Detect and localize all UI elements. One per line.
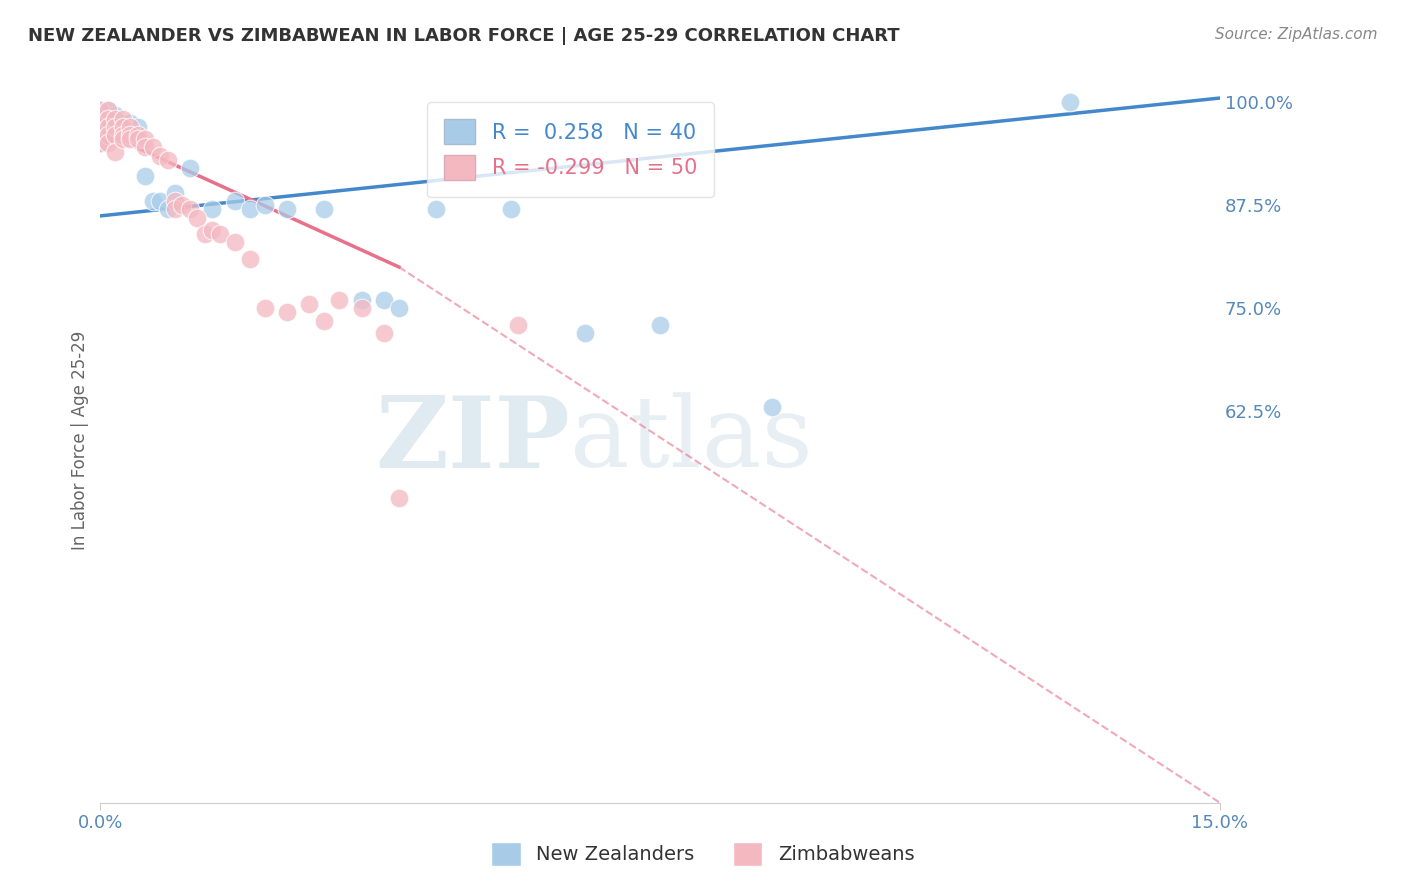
Point (179, 161, 201, 175)
Point (163, 186, 186, 200)
Text: ZIP: ZIP (375, 392, 571, 489)
Point (134, 132, 156, 146)
Point (89, 132, 111, 146)
Legend: New Zealanders, Zimbabweans: New Zealanders, Zimbabweans (484, 834, 922, 873)
Point (89, 103, 111, 118)
Point (111, 112, 134, 126)
Point (97, 120, 120, 134)
Point (425, 202, 447, 217)
Point (156, 202, 179, 217)
Point (276, 202, 298, 217)
Point (97, 103, 120, 118)
Point (328, 293, 350, 307)
Point (89, 116, 111, 130)
Point (761, 400, 783, 414)
Point (111, 128, 134, 142)
Point (89, 107, 111, 121)
Point (97, 112, 120, 126)
Point (111, 132, 134, 146)
Point (120, 116, 142, 130)
Point (208, 227, 231, 241)
Point (97, 120, 120, 134)
Point (104, 107, 127, 121)
Point (89, 120, 111, 134)
Point (373, 326, 395, 340)
Point (89, 128, 111, 142)
Point (89, 136, 111, 151)
Point (172, 198, 194, 212)
Point (97, 128, 120, 142)
Point (104, 145, 127, 159)
Point (89, 112, 111, 126)
Point (127, 120, 149, 134)
Text: atlas: atlas (571, 392, 813, 488)
Point (120, 132, 142, 146)
Point (97, 103, 120, 118)
Point (298, 297, 321, 311)
Point (201, 202, 224, 217)
Point (120, 128, 142, 142)
Point (253, 198, 276, 212)
Point (89, 136, 111, 151)
Point (388, 491, 411, 505)
Point (89, 116, 111, 130)
Legend: R =  0.258   N = 40, R = -0.299   N = 50: R = 0.258 N = 40, R = -0.299 N = 50 (427, 103, 714, 197)
Point (163, 194, 186, 208)
Point (350, 301, 373, 315)
Point (120, 120, 142, 134)
Point (142, 194, 165, 208)
Point (134, 140, 156, 154)
Point (142, 140, 165, 154)
Point (104, 112, 127, 126)
Point (508, 318, 530, 332)
Point (499, 202, 522, 217)
Point (224, 194, 246, 208)
Point (89, 120, 111, 134)
Point (314, 313, 336, 327)
Point (104, 128, 127, 142)
Point (134, 169, 156, 184)
Point (276, 305, 298, 319)
Y-axis label: In Labor Force | Age 25-29: In Labor Force | Age 25-29 (72, 330, 89, 549)
Point (186, 211, 208, 225)
Point (89, 124, 111, 138)
Point (127, 132, 149, 146)
Point (111, 116, 134, 130)
Point (97, 112, 120, 126)
Point (111, 120, 134, 134)
Point (648, 318, 671, 332)
Point (111, 128, 134, 142)
Point (179, 202, 201, 217)
Point (149, 149, 172, 163)
Point (201, 223, 224, 237)
Point (574, 326, 596, 340)
Point (163, 202, 186, 217)
Point (127, 128, 149, 142)
Point (373, 293, 395, 307)
Point (388, 301, 411, 315)
Point (314, 202, 336, 217)
Point (194, 227, 217, 241)
Point (104, 120, 127, 134)
Point (89, 128, 111, 142)
Point (239, 202, 262, 217)
Text: NEW ZEALANDER VS ZIMBABWEAN IN LABOR FORCE | AGE 25-29 CORRELATION CHART: NEW ZEALANDER VS ZIMBABWEAN IN LABOR FOR… (28, 27, 900, 45)
Point (253, 301, 276, 315)
Point (239, 252, 262, 266)
Point (224, 235, 246, 250)
Point (104, 120, 127, 134)
Point (97, 128, 120, 142)
Point (1059, 95, 1081, 110)
Point (89, 103, 111, 118)
Point (156, 153, 179, 167)
Point (89, 124, 111, 138)
Text: Source: ZipAtlas.com: Source: ZipAtlas.com (1215, 27, 1378, 42)
Point (89, 112, 111, 126)
Point (97, 136, 120, 151)
Point (350, 293, 373, 307)
Point (149, 194, 172, 208)
Point (89, 132, 111, 146)
